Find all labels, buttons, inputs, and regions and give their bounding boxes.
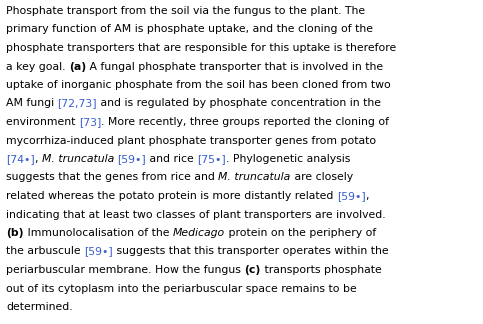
Text: are closely: are closely xyxy=(291,172,353,182)
Text: out of its cytoplasm into the periarbuscular space remains to be: out of its cytoplasm into the periarbusc… xyxy=(6,284,357,294)
Text: [59•]: [59•] xyxy=(117,154,146,164)
Text: AM fungi: AM fungi xyxy=(6,98,57,109)
Text: primary function of AM is phosphate uptake, and the cloning of the: primary function of AM is phosphate upta… xyxy=(6,25,373,34)
Text: (a): (a) xyxy=(69,62,86,72)
Text: M. truncatula: M. truncatula xyxy=(218,172,291,182)
Text: mycorrhiza-induced plant phosphate transporter genes from potato: mycorrhiza-induced plant phosphate trans… xyxy=(6,135,376,145)
Text: periarbuscular membrane. How the fungus: periarbuscular membrane. How the fungus xyxy=(6,265,244,275)
Text: transports phosphate: transports phosphate xyxy=(261,265,382,275)
Text: phosphate transporters that are responsible for this uptake is therefore: phosphate transporters that are responsi… xyxy=(6,43,396,53)
Text: . More recently, three groups reported the cloning of: . More recently, three groups reported t… xyxy=(101,117,389,127)
Text: (b): (b) xyxy=(6,228,24,238)
Text: M. truncatula: M. truncatula xyxy=(42,154,114,164)
Text: ,: , xyxy=(35,154,42,164)
Text: [72,73]: [72,73] xyxy=(57,98,97,109)
Text: a key goal.: a key goal. xyxy=(6,62,69,72)
Text: and is regulated by phosphate concentration in the: and is regulated by phosphate concentrat… xyxy=(97,98,381,109)
Text: environment: environment xyxy=(6,117,79,127)
Text: [73]: [73] xyxy=(79,117,101,127)
Text: Immunolocalisation of the: Immunolocalisation of the xyxy=(24,228,172,238)
Text: [59•]: [59•] xyxy=(84,247,113,257)
Text: [75•]: [75•] xyxy=(198,154,226,164)
Text: determined.: determined. xyxy=(6,302,72,312)
Text: [74•]: [74•] xyxy=(6,154,35,164)
Text: protein on the periphery of: protein on the periphery of xyxy=(225,228,376,238)
Text: A fungal phosphate transporter that is involved in the: A fungal phosphate transporter that is i… xyxy=(86,62,383,72)
Text: indicating that at least two classes of plant transporters are involved.: indicating that at least two classes of … xyxy=(6,210,385,219)
Text: uptake of inorganic phosphate from the soil has been cloned from two: uptake of inorganic phosphate from the s… xyxy=(6,80,391,90)
Text: (c): (c) xyxy=(244,265,261,275)
Text: ,: , xyxy=(366,191,369,201)
Text: and rice: and rice xyxy=(146,154,198,164)
Text: . Phylogenetic analysis: . Phylogenetic analysis xyxy=(226,154,351,164)
Text: related whereas the potato protein is more distantly related: related whereas the potato protein is mo… xyxy=(6,191,337,201)
Text: Medicago: Medicago xyxy=(172,228,225,238)
Text: suggests that the genes from rice and: suggests that the genes from rice and xyxy=(6,172,218,182)
Text: suggests that this transporter operates within the: suggests that this transporter operates … xyxy=(113,247,388,257)
Text: [59•]: [59•] xyxy=(337,191,366,201)
Text: Phosphate transport from the soil via the fungus to the plant. The: Phosphate transport from the soil via th… xyxy=(6,6,365,16)
Text: the arbuscule: the arbuscule xyxy=(6,247,84,257)
